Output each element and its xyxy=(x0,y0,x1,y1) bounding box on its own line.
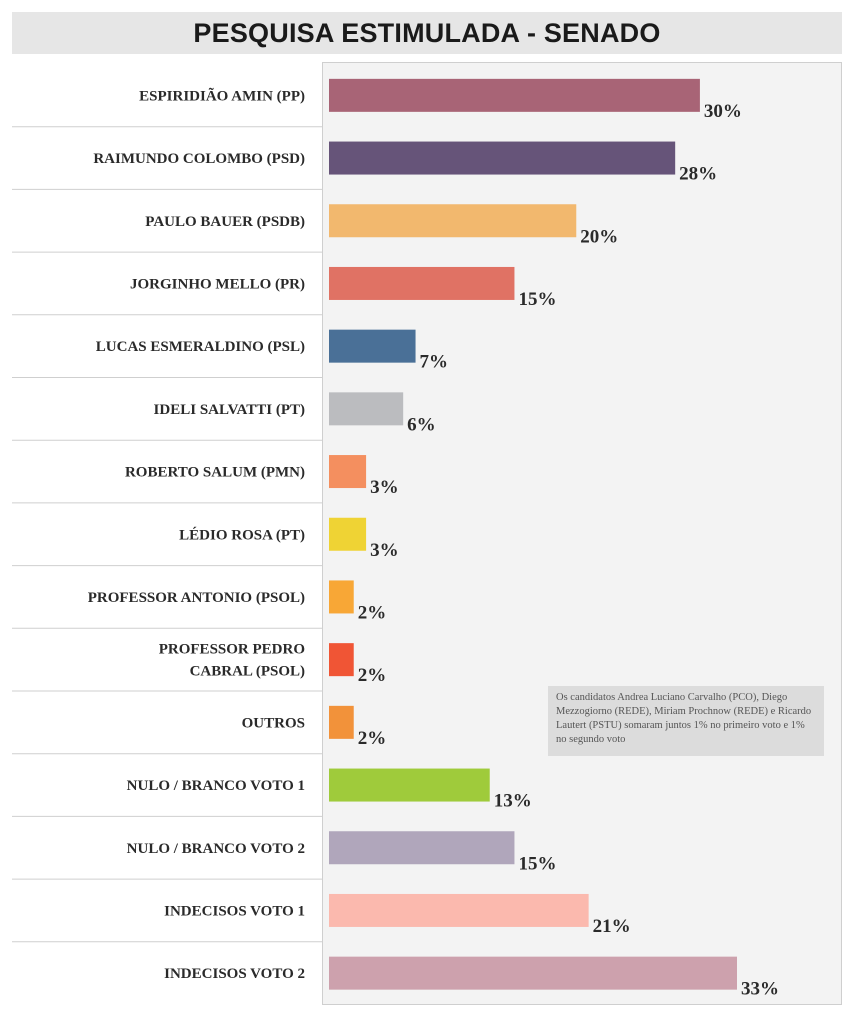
value-label: 28% xyxy=(679,164,717,185)
value-label: 15% xyxy=(518,853,556,874)
bar xyxy=(329,204,577,238)
category-label: LUCAS ESMERALDINO (PSL) xyxy=(96,339,305,355)
bar xyxy=(329,517,367,551)
value-label: 2% xyxy=(358,665,387,686)
bar xyxy=(329,705,354,739)
value-label: 33% xyxy=(741,979,779,1000)
bar xyxy=(329,392,404,426)
chart-title-bar: PESQUISA ESTIMULADA - SENADO xyxy=(12,12,842,54)
category-label: PAULO BAUER (PSDB) xyxy=(145,214,305,230)
value-label: 15% xyxy=(518,289,556,310)
bar xyxy=(329,141,676,175)
category-label: INDECISOS VOTO 2 xyxy=(164,966,305,982)
category-label: IDELI SALVATTI (PT) xyxy=(154,402,305,418)
bar xyxy=(329,643,354,677)
bar xyxy=(329,580,354,614)
value-label: 7% xyxy=(420,352,449,373)
category-label: LÉDIO ROSA (PT) xyxy=(179,526,305,543)
bar xyxy=(329,78,700,112)
value-label: 20% xyxy=(580,226,618,247)
value-label: 13% xyxy=(494,791,532,812)
footnote-text: Os candidatos Andrea Luciano Carvalho (P… xyxy=(556,692,812,745)
category-label: CABRAL (PSOL) xyxy=(190,664,305,680)
category-label: INDECISOS VOTO 1 xyxy=(164,903,305,919)
bar xyxy=(329,455,367,489)
value-label: 2% xyxy=(358,602,387,623)
category-label: PROFESSOR PEDRO xyxy=(159,642,305,658)
value-label: 3% xyxy=(370,540,399,561)
category-label: RAIMUNDO COLOMBO (PSD) xyxy=(93,151,305,167)
bar xyxy=(329,266,515,300)
category-label: NULO / BRANCO VOTO 1 xyxy=(127,778,305,794)
footnote-box: Os candidatos Andrea Luciano Carvalho (P… xyxy=(548,686,824,756)
value-label: 21% xyxy=(593,916,631,937)
value-label: 6% xyxy=(407,414,436,435)
category-label: NULO / BRANCO VOTO 2 xyxy=(127,841,305,857)
category-label: PROFESSOR ANTONIO (PSOL) xyxy=(88,590,305,606)
value-label: 3% xyxy=(370,477,399,498)
chart-title: PESQUISA ESTIMULADA - SENADO xyxy=(193,17,661,48)
bar xyxy=(329,329,416,363)
bar xyxy=(329,831,515,865)
value-label: 2% xyxy=(358,728,387,749)
category-label: ROBERTO SALUM (PMN) xyxy=(125,465,305,481)
bar xyxy=(329,893,589,927)
bar xyxy=(329,956,737,990)
bar xyxy=(329,768,490,802)
category-label: ESPIRIDIÃO AMIN (PP) xyxy=(139,86,305,104)
value-label: 30% xyxy=(704,101,742,122)
category-label: JORGINHO MELLO (PR) xyxy=(130,276,305,292)
category-label: OUTROS xyxy=(242,715,305,731)
